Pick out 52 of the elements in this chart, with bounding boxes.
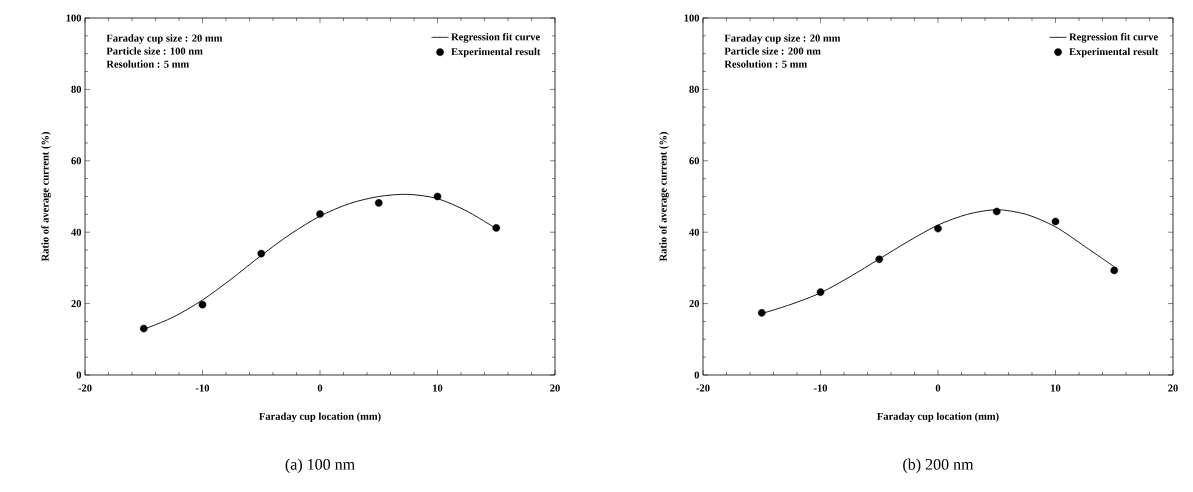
y-axis-title: Ratio of average current (%) (659, 132, 669, 262)
y-tick-label: 60 (689, 157, 700, 165)
y-tick-label: 100 (684, 14, 700, 22)
legend-label: Experimental result (451, 47, 541, 58)
y-axis-title: Ratio of average current (%) (41, 132, 51, 262)
x-tick-label: 20 (550, 384, 560, 392)
x-tick-label: -10 (195, 384, 210, 392)
point (374, 199, 383, 207)
x-tick-label: 10 (1051, 384, 1061, 392)
annotation: Particle size : 100 nm (106, 47, 203, 55)
point (316, 210, 324, 218)
y-tick-label: 0 (76, 371, 82, 379)
y-tick-label: 20 (689, 300, 700, 308)
point (1051, 217, 1060, 226)
legend-label: Experimental result (1069, 47, 1159, 58)
point (492, 224, 501, 232)
point (992, 207, 1001, 216)
x-tick-label: 20 (1168, 384, 1178, 392)
x-tick-label: -20 (696, 384, 710, 392)
annotation: Faraday cup size : 20 mm (724, 34, 841, 44)
y-tick-label: 0 (694, 371, 700, 379)
x-axis-title: Faraday cup location (mm) (259, 412, 381, 423)
x-tick-label: 10 (433, 384, 443, 392)
y-tick-label: 20 (71, 300, 82, 308)
annotation: Resolution : 5 mm (724, 60, 807, 68)
x-tick-label: 0 (935, 384, 941, 392)
point (875, 255, 884, 264)
point (1110, 266, 1119, 275)
y-tick-label: 40 (689, 228, 700, 236)
x-tick-label: 0 (317, 384, 323, 392)
x-tick-label: -20 (78, 384, 92, 392)
point (139, 324, 148, 333)
y-tick-label: 80 (71, 85, 82, 93)
y-tick-label: 80 (689, 85, 700, 93)
y-tick-label: 60 (71, 157, 82, 165)
point (816, 288, 825, 296)
point (757, 309, 766, 317)
legend-label: Regression fit curve (1069, 32, 1158, 43)
x-axis-title: Faraday cup location (mm) (877, 412, 999, 423)
point (257, 249, 266, 258)
annotation: Resolution : 5 mm (106, 60, 189, 68)
y-tick-label: 40 (71, 228, 82, 236)
text: (b) 200 nm (903, 458, 974, 474)
point (934, 224, 942, 233)
y-tick-label: 100 (66, 14, 82, 22)
point (198, 300, 207, 309)
text: (a) 100 nm (285, 458, 355, 474)
point (433, 192, 442, 201)
legend-label: Regression fit curve (451, 32, 540, 43)
annotation: Faraday cup size : 20 mm (106, 34, 223, 44)
annotation: Particle size : 200 nm (724, 47, 821, 55)
x-tick-label: -10 (813, 384, 828, 392)
